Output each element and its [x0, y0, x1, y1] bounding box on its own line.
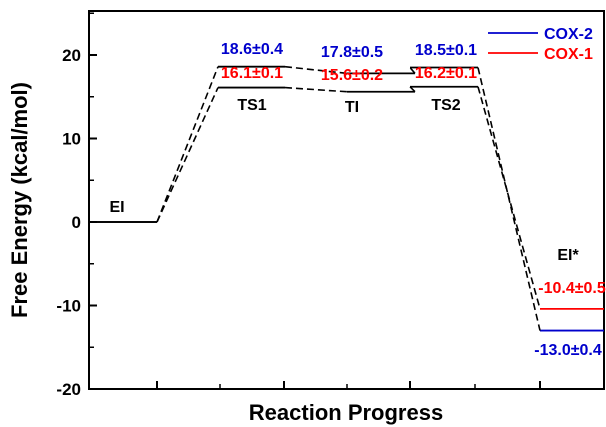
connector-cox-1: [156, 87, 219, 223]
state-label-ts1: TS1: [237, 97, 266, 114]
state-label-ts2: TS2: [431, 97, 460, 114]
value-label-cox-1: 15.6±0.2: [321, 67, 383, 84]
value-label-cox-2: 17.8±0.5: [321, 44, 383, 61]
y-tick-label: 20: [62, 46, 81, 65]
value-label-cox-2: 18.6±0.4: [221, 41, 283, 58]
y-tick-label: -10: [56, 297, 81, 316]
value-label-cox-1: -10.4±0.5: [538, 280, 606, 297]
value-label-cox-2: -13.0±0.4: [534, 342, 602, 359]
value-label-cox-1: 16.1±0.1: [221, 65, 283, 82]
connector-cox-1: [477, 86, 541, 310]
connector-cox-2: [409, 67, 416, 74]
energy-levels: [89, 65, 604, 332]
state-label-ti: TI: [345, 99, 359, 116]
connector-cox-1: [284, 86, 348, 93]
labels: 18.6±0.4 17.8±0.5 18.5±0.1 -13.0±0.4 16.1±0.…: [109, 41, 605, 359]
x-axis-title: Reaction Progress: [249, 400, 443, 425]
y-tick-label: 0: [72, 213, 81, 232]
state-label-ei-star: EI*: [557, 247, 579, 264]
legend-label-cox-1: COX-1: [544, 46, 593, 63]
y-axis-title: Free Energy (kcal/mol): [7, 82, 32, 318]
axes: -20 -10 0 10 20: [56, 12, 541, 399]
value-label-cox-1: 16.2±0.1: [415, 65, 477, 82]
connector-cox-2: [156, 66, 219, 223]
y-tick-label: -20: [56, 380, 81, 399]
y-tick-label: 10: [62, 130, 81, 149]
connector-cox-1: [409, 86, 416, 93]
legend-label-cox-2: COX-2: [544, 26, 593, 43]
value-label-cox-2: 18.5±0.1: [415, 42, 477, 59]
state-label-ei: EI: [109, 199, 124, 216]
legend: COX-2 COX-1: [488, 26, 593, 63]
